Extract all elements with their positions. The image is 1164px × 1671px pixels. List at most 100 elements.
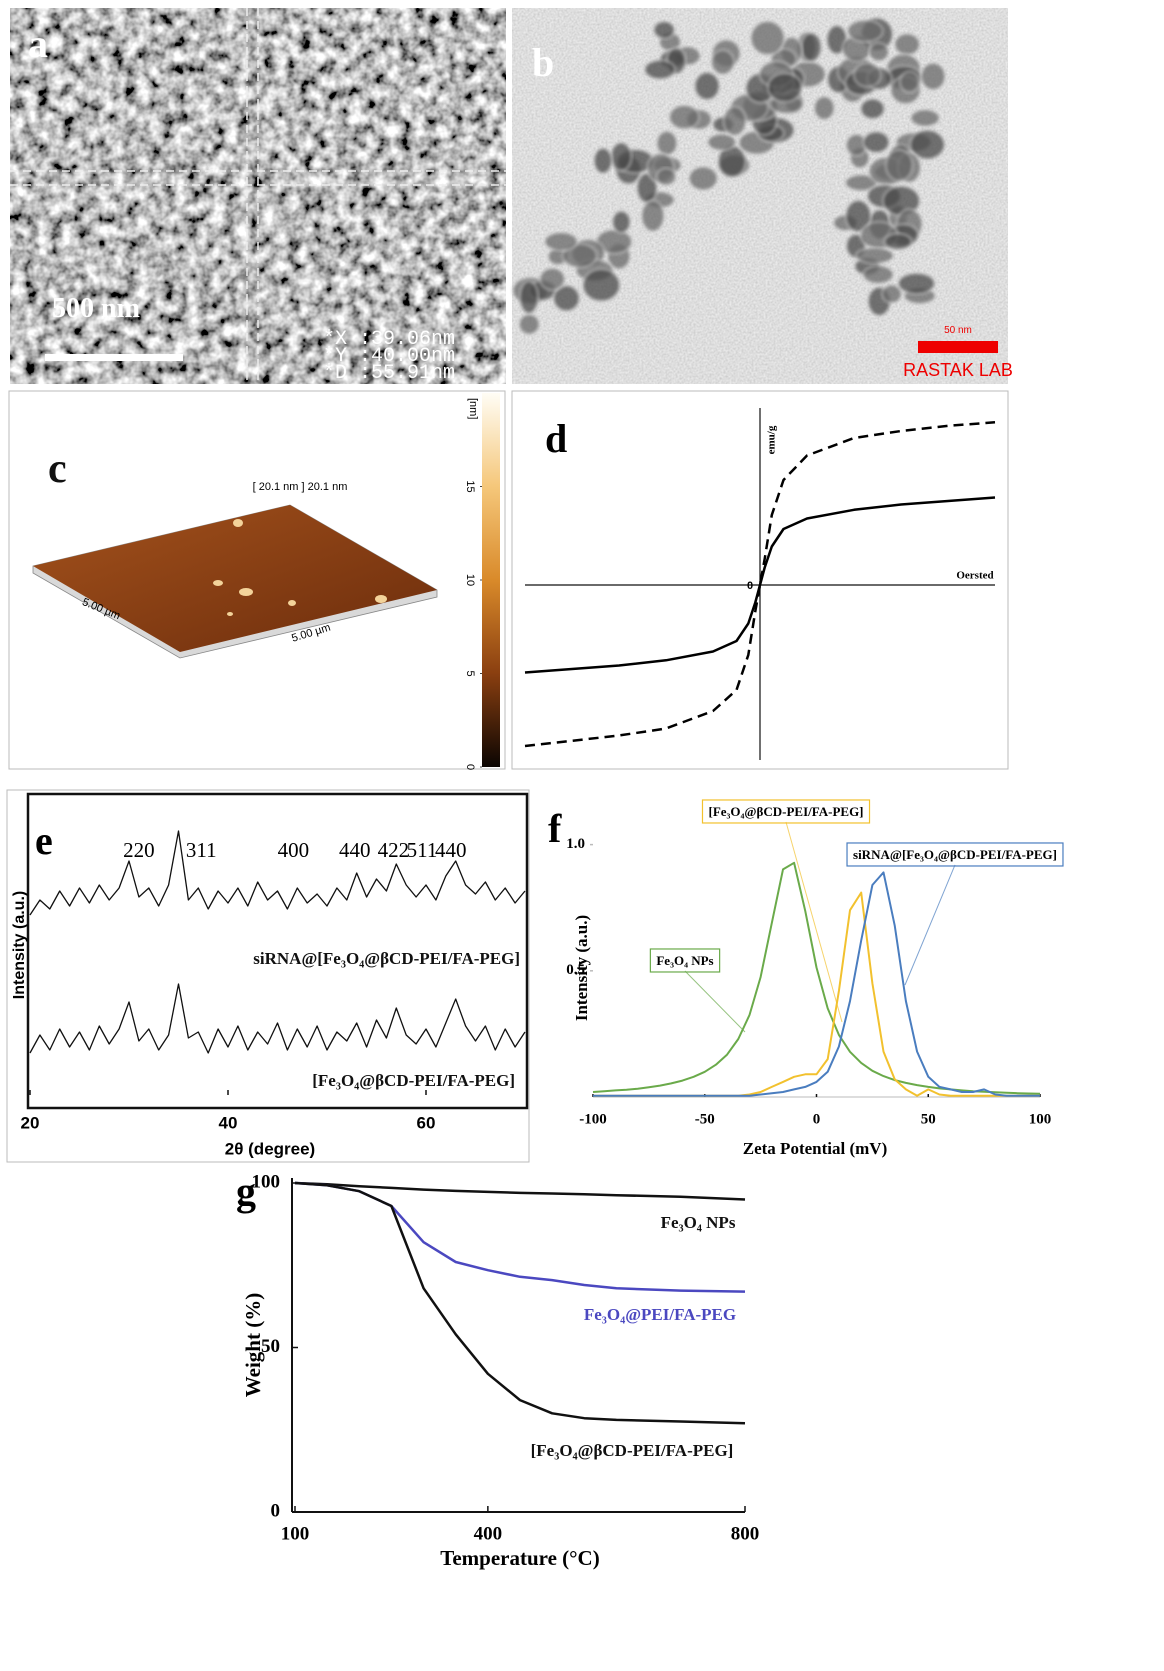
x-tick-label: 100 — [1029, 1111, 1052, 1127]
y-tick-label: 50 — [261, 1336, 280, 1357]
particle — [552, 284, 581, 312]
plot-frame — [26, 792, 529, 1110]
particle — [862, 265, 894, 285]
particle — [694, 71, 721, 101]
x-tick-label: 100 — [281, 1523, 310, 1544]
callout-leader — [904, 864, 956, 986]
readout: *D :55.91nm — [323, 362, 455, 385]
peak-label: 440 — [435, 838, 467, 862]
particle — [813, 95, 835, 121]
series-line — [524, 496, 996, 674]
y-axis-title: Intensity (a.u.) — [11, 891, 28, 999]
particle — [582, 268, 621, 302]
panel-label: f — [548, 806, 562, 851]
particle — [641, 199, 665, 232]
afm-feature — [227, 612, 233, 616]
peak-label: 440 — [339, 838, 371, 862]
panel-frame — [6, 789, 530, 1163]
particle — [767, 72, 803, 103]
x-tick-label: 400 — [474, 1523, 503, 1544]
particle — [519, 280, 539, 315]
particle — [750, 20, 785, 56]
series-line — [294, 1181, 746, 1201]
particle — [910, 109, 940, 127]
particle — [518, 313, 540, 335]
particle — [853, 62, 882, 88]
x-axis-title: Temperature (°C) — [440, 1546, 599, 1570]
particle — [539, 267, 566, 291]
particle — [899, 70, 920, 94]
scale-bar-label: 50 nm — [944, 325, 972, 336]
credit: RASTAK LAB — [903, 360, 1013, 380]
scale-bar — [918, 341, 998, 353]
particle — [920, 62, 946, 91]
particle — [656, 130, 678, 156]
series-line — [593, 891, 1040, 1097]
scale-bar-label: 500 nm — [52, 293, 140, 324]
particle — [845, 199, 872, 233]
particle — [897, 272, 936, 295]
particle — [847, 19, 884, 43]
series-label: [Fe₃O₄@βCD-PEI/FA-PEG] — [531, 1441, 734, 1460]
afm-feature — [239, 588, 253, 596]
series-line — [29, 983, 526, 1054]
afm-feature — [233, 519, 243, 527]
peak-label: 422 — [378, 838, 410, 862]
afm-feature — [288, 600, 296, 606]
afm-surface — [33, 505, 437, 652]
panel-label: c — [48, 446, 67, 492]
y-axis-title: Intensity (a.u.) — [572, 915, 591, 1021]
callout-leader — [785, 821, 843, 1023]
panel-label: a — [28, 21, 48, 66]
series-line — [592, 861, 1041, 1095]
callout-label: siRNA@[Fe₃O₄@βCD-PEI/FA-PEG] — [853, 847, 1057, 862]
colorbar-tick-label: 0 — [464, 764, 476, 770]
series-label: [Fe₃O₄@βCD-PEI/FA-PEG] — [312, 1071, 515, 1090]
afm-feature — [375, 595, 387, 603]
callout-label: Fe₃O₄ NPs — [656, 953, 713, 968]
particle — [883, 232, 913, 251]
panel-label: g — [236, 1169, 256, 1214]
colorbar-tick-label: 5 — [464, 670, 476, 676]
panel-label: d — [545, 416, 567, 461]
panel-a: a 500 nm *X :39.06nm *Y :40.00nm *D :55.… — [10, 8, 506, 385]
y-tick-label: 100 — [252, 1171, 281, 1192]
particle — [894, 33, 921, 56]
x-tick-label: 60 — [417, 1113, 436, 1132]
y-tick-label: 0.5 — [566, 962, 585, 978]
particle — [561, 243, 598, 269]
particle — [707, 133, 737, 151]
series-line — [294, 1181, 746, 1425]
particle — [862, 130, 890, 154]
afm-feature — [213, 580, 223, 586]
peak-label: 220 — [123, 838, 155, 862]
x-axis-title: 2θ (degree) — [225, 1139, 315, 1158]
readout: *X :39.06nm — [323, 328, 455, 351]
callout-leader — [684, 970, 746, 1033]
x-tick-label: 0 — [813, 1111, 821, 1127]
afm-features — [213, 519, 387, 616]
x-tick-label: 40 — [219, 1113, 238, 1132]
panel-frame — [511, 390, 1009, 770]
colorbar-unit: [nm] — [467, 398, 479, 419]
afm-title: [ 20.1 nm ] 20.1 nm — [253, 481, 348, 493]
series-line — [294, 1181, 746, 1293]
callout-label: [Fe₃O₄@βCD-PEI/FA-PEG] — [708, 804, 863, 819]
particle — [644, 59, 676, 80]
y-tick-label: 0 — [271, 1500, 281, 1521]
x-tick-label: 800 — [731, 1523, 760, 1544]
scale-bar — [45, 354, 183, 361]
particle — [881, 284, 903, 304]
peak-label: 311 — [186, 838, 217, 862]
series-label: Fe₃O₄@PEI/FA-PEG — [584, 1305, 736, 1324]
x-axis-title: Zeta Potential (mV) — [743, 1139, 887, 1158]
series-line — [29, 830, 526, 916]
crosshair — [10, 8, 506, 384]
panel-c: c [ 20.1 nm ] 20.1 nm 5.00 µm 5.00 µm [n… — [8, 390, 506, 770]
particle — [544, 231, 578, 252]
colorbar-tick-label: 15 — [464, 480, 476, 492]
panel-label: b — [532, 40, 554, 85]
x-tick-label: 50 — [921, 1111, 936, 1127]
readout: *Y :40.00nm — [323, 345, 455, 368]
